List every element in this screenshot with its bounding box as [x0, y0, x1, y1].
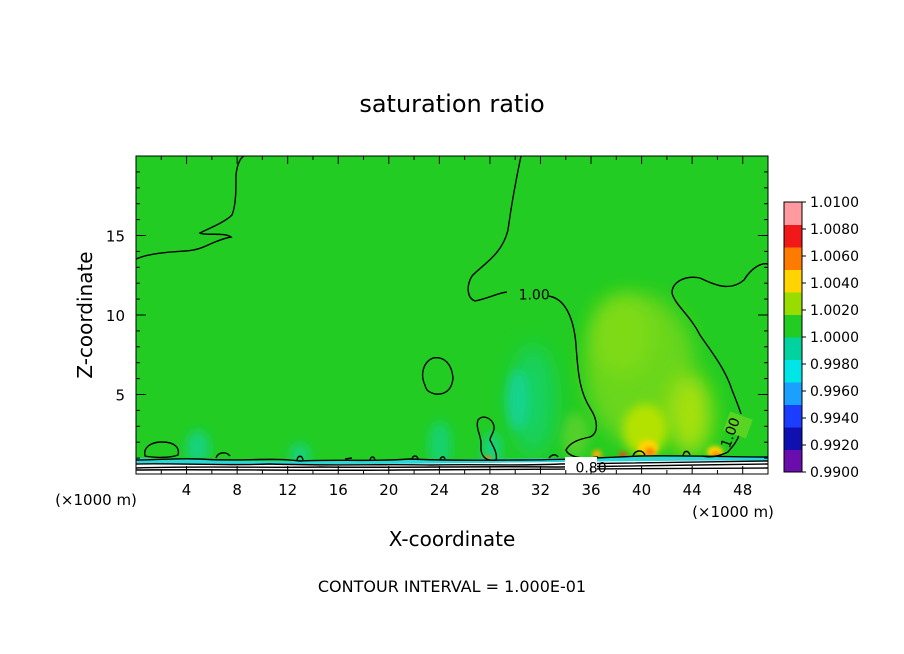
x-tick-label: 48	[733, 481, 752, 499]
contour-ground-2	[136, 460, 768, 466]
contour-main	[467, 156, 599, 459]
x-tick-label: 32	[531, 481, 550, 499]
supersaturation-plumes	[561, 295, 712, 457]
contour-upper-left	[136, 156, 245, 260]
colorbar-label: 0.9980	[810, 357, 859, 373]
colorbar-swatch	[784, 382, 802, 405]
contour-island-a	[421, 357, 454, 395]
y-axis: 5 10 15	[106, 171, 768, 459]
x-unit-right: (×1000 m)	[692, 503, 774, 521]
y-axis-label: Z-coordinate	[73, 251, 97, 378]
colorbar-label: 1.0060	[810, 249, 859, 265]
colorbar-swatch	[784, 202, 802, 225]
contour-label: 1.00	[519, 287, 550, 303]
colorbar-swatch	[784, 292, 802, 315]
colorbar-label: 1.0000	[810, 330, 859, 346]
x-tick-label: 20	[379, 481, 398, 499]
y-tick-label: 10	[106, 307, 125, 325]
x-unit-left: (×1000 m)	[55, 491, 137, 509]
colorbar-swatch	[784, 314, 802, 338]
chart-title: saturation ratio	[359, 90, 544, 118]
contour-interval-note: CONTOUR INTERVAL = 1.000E-01	[318, 577, 586, 596]
colorbar-swatch	[784, 247, 802, 270]
contour-ground-3	[136, 463, 768, 469]
colorbar-swatch	[784, 449, 802, 473]
y-tick-label: 15	[106, 228, 125, 246]
colorbar-swatch	[784, 269, 802, 293]
x-axis-label: X-coordinate	[389, 527, 516, 551]
x-tick-label: 40	[632, 481, 651, 499]
x-tick-label: 4	[182, 481, 192, 499]
contour-island-b	[476, 416, 498, 462]
x-tick-label: 44	[683, 481, 702, 499]
x-tick-label: 8	[232, 481, 242, 499]
colorbar-label: 0.9940	[810, 411, 859, 427]
contour-island-c	[143, 441, 180, 459]
colorbar: 0.9900 0.9920 0.9940 0.9960 0.9980 1.0000 1.00…	[783, 195, 859, 481]
x-tick-label: 28	[480, 481, 499, 499]
y-tick-label: 5	[115, 387, 125, 405]
contour-ground-1	[136, 455, 768, 462]
contour-ground-4	[136, 467, 768, 471]
colorbar-label: 1.0100	[810, 195, 859, 211]
colorbar-label: 1.0040	[810, 276, 859, 292]
colorbar-label: 0.9920	[810, 438, 859, 454]
colorbar-swatch	[784, 359, 802, 383]
colorbar-label: 1.0080	[810, 222, 859, 238]
x-axis: 4 8 12 16 20 24 28 32 36 40 44 48	[160, 156, 752, 499]
colorbar-label: 0.9960	[810, 384, 859, 400]
colorbar-swatch	[784, 224, 802, 248]
x-tick-label: 16	[329, 481, 348, 499]
contour-lines	[136, 156, 768, 471]
x-tick-label: 36	[581, 481, 600, 499]
x-tick-label: 12	[278, 481, 297, 499]
colorbar-label: 1.0020	[810, 303, 859, 319]
colorbar-label: 0.9900	[810, 465, 859, 481]
colorbar-swatch	[784, 404, 802, 428]
x-tick-label: 24	[430, 481, 449, 499]
colorbar-swatch	[784, 337, 802, 360]
colorbar-swatch	[784, 427, 802, 450]
plot-area	[136, 156, 768, 474]
